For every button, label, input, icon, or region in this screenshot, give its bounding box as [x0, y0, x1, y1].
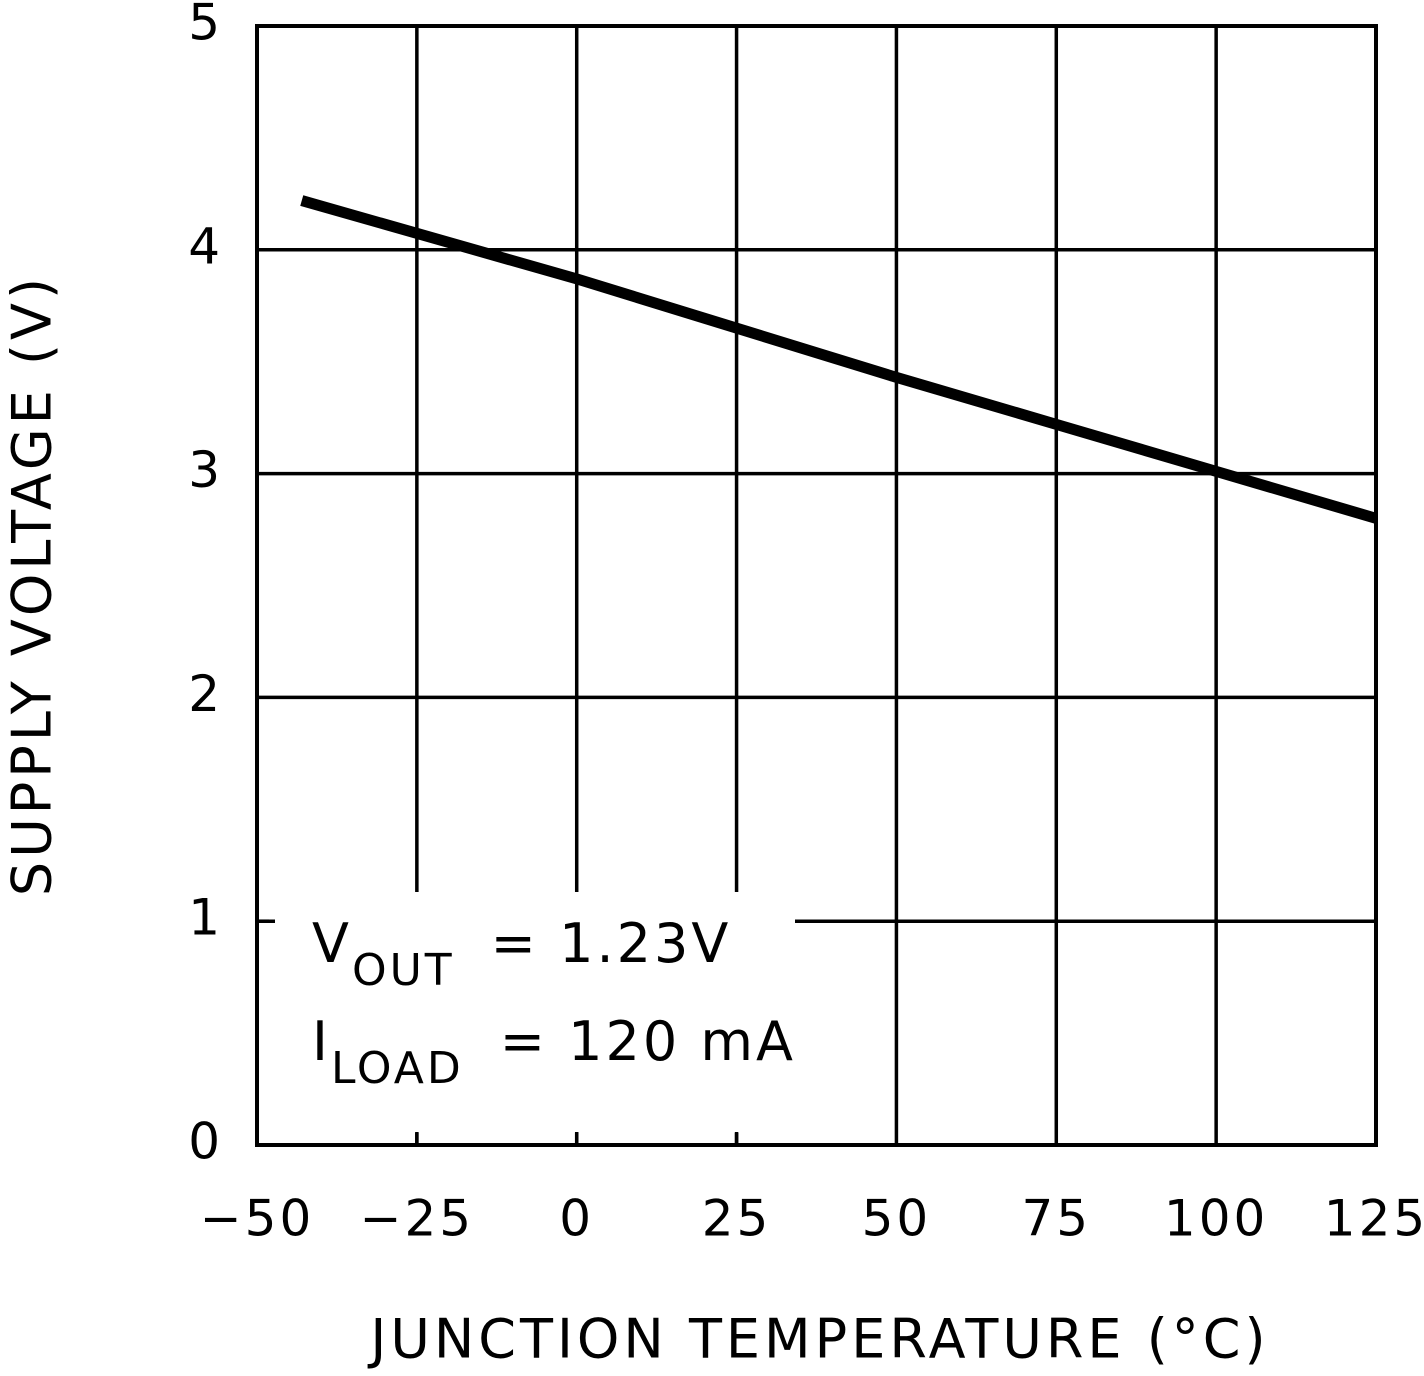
annotation: ILOAD = 120 mA	[312, 1010, 796, 1094]
annotation-base: V	[312, 912, 352, 975]
x-tick-label: 25	[702, 1190, 772, 1248]
x-tick-label: 100	[1164, 1190, 1268, 1248]
y-tick-label: 5	[188, 0, 220, 52]
y-tick-label: 2	[188, 665, 220, 723]
plot-frame	[255, 24, 1378, 1147]
y-tick-label: 1	[188, 889, 220, 947]
x-tick-label: 125	[1324, 1190, 1424, 1248]
y-tick-label: 0	[188, 1113, 220, 1171]
x-tick-label: −25	[360, 1190, 475, 1248]
annotation-subscript: OUT	[352, 945, 455, 996]
annotation-background	[275, 892, 795, 1132]
x-tick-label: −50	[200, 1190, 315, 1248]
annotation-text: = 1.23V	[491, 912, 732, 975]
x-tick-label: 0	[559, 1190, 594, 1248]
annotation-subscript: LOAD	[331, 1043, 464, 1094]
data-line	[300, 195, 1378, 524]
x-axis-title: JUNCTION TEMPERATURE (°C)	[367, 1308, 1269, 1371]
y-tick-label: 3	[188, 441, 220, 499]
annotation: VOUT = 1.23V	[312, 912, 731, 996]
annotation-base: I	[312, 1010, 331, 1073]
x-tick-label: 75	[1021, 1190, 1091, 1248]
annotation-text: = 120 mA	[500, 1010, 796, 1073]
y-tick-label: 4	[188, 217, 220, 275]
x-tick-label: 50	[862, 1190, 932, 1248]
y-axis-title: SUPPLY VOLTAGE (V)	[1, 274, 64, 896]
